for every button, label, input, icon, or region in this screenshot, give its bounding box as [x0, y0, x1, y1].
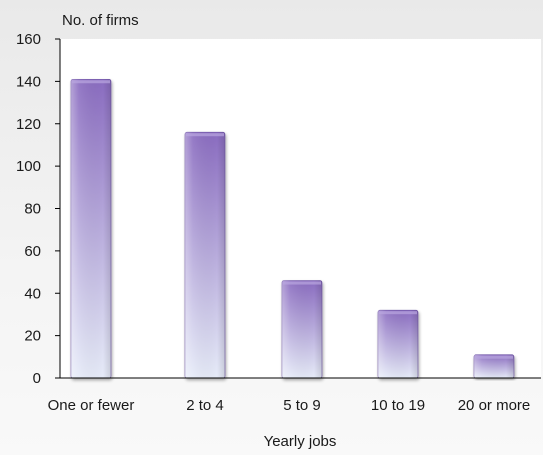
y-tick-label: 0: [33, 370, 41, 387]
bar-3: [377, 309, 419, 379]
y-tick-label: 80: [24, 201, 41, 218]
y-axis-label: No. of firms: [62, 12, 139, 29]
bar-shine: [282, 280, 322, 378]
bar-shine: [378, 310, 418, 378]
bar-0: [70, 78, 112, 379]
y-tick-label: 60: [24, 243, 41, 260]
x-tick-label: 10 to 19: [371, 397, 425, 414]
y-tick-label: 40: [24, 285, 41, 302]
x-axis-ticks: One or fewer 2 to 4 5 to 9 10 to 19 20 or mo…: [48, 397, 531, 414]
bar-cap: [283, 281, 321, 285]
y-tick-label: 100: [16, 158, 41, 175]
y-tick-label: 20: [24, 328, 41, 345]
bar-shine: [474, 354, 514, 378]
y-tick-label: 140: [16, 73, 41, 90]
x-tick-label: One or fewer: [48, 397, 135, 414]
bar-shine: [185, 132, 225, 378]
bar-cap: [72, 80, 110, 84]
x-tick-label: 2 to 4: [186, 397, 224, 414]
x-tick-label: 5 to 9: [283, 397, 321, 414]
bar-1: [184, 131, 226, 379]
bar-2: [281, 280, 323, 379]
x-tick-label: 20 or more: [458, 397, 531, 414]
bar-cap: [475, 355, 513, 359]
y-tick-label: 160: [16, 31, 41, 48]
y-tick-label: 120: [16, 116, 41, 133]
x-axis-label: Yearly jobs: [264, 433, 337, 450]
y-axis-ticks: 0 20 40 60 80 100 120 140 160: [16, 31, 60, 387]
bar-cap: [379, 311, 417, 315]
bars: [70, 78, 515, 379]
bar-shine: [71, 79, 111, 378]
bar-cap: [186, 133, 224, 137]
bar-4: [473, 354, 515, 379]
